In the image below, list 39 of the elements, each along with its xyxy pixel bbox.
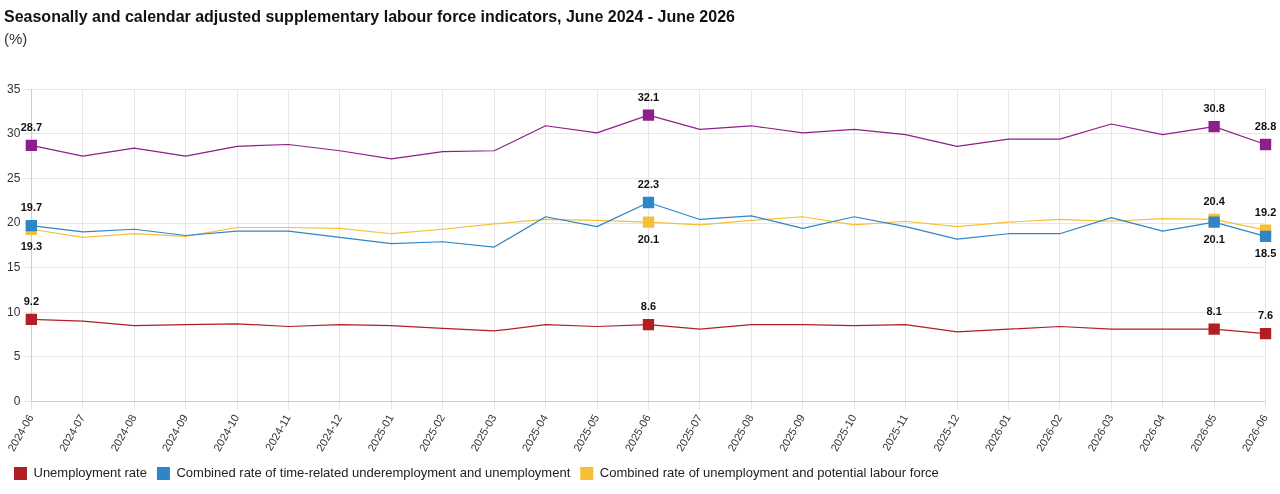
y-tick-label: 25 [6,170,21,185]
y-tick-label: 0 [13,393,21,408]
data-label: 28.8 [1254,120,1277,133]
data-label: 20.1 [1203,232,1225,245]
data-label: 20.4 [1203,194,1226,207]
y-tick-label: 10 [6,304,21,319]
point [25,139,38,152]
y-tick-label: 15 [6,259,21,274]
data-label: 19.3 [20,239,43,252]
point [1259,138,1272,151]
data-label: 30.8 [1203,102,1225,115]
legend-label: Unemployment rate [33,465,147,481]
legend-label: Combined rate of time-related underemployment and unemployment [176,465,571,481]
point [642,319,655,331]
data-label: 8.6 [640,300,657,313]
data-label: 8.1 [1206,304,1222,317]
data-label: 19.7 [20,201,43,214]
data-label: 18.5 [1254,246,1277,259]
legend-label: Combined rate of unemployment and potential labour force [599,465,939,481]
point [1259,230,1272,243]
y-tick-label: 35 [6,81,21,96]
data-label: 7.6 [1257,309,1274,322]
chart-subtitle: (%) [4,30,28,48]
y-tick-label: 20 [6,215,21,230]
chart-title: Seasonally and calendar adjusted supplementary labour force indicators, June 2024 - June 2026 [4,8,736,26]
point [642,196,655,209]
data-label: 19.2 [1254,205,1277,218]
y-tick-label: 5 [13,349,21,364]
data-label: 9.2 [23,294,39,307]
data-label: 20.1 [637,232,660,245]
point [1208,121,1220,133]
point [1259,327,1272,340]
point [642,216,655,228]
y-tick-label: 30 [6,126,21,141]
data-label: 28.7 [20,120,43,133]
data-label: 32.1 [637,90,660,103]
point [1208,323,1220,335]
data-label: 22.3 [637,178,660,191]
point [642,109,655,121]
